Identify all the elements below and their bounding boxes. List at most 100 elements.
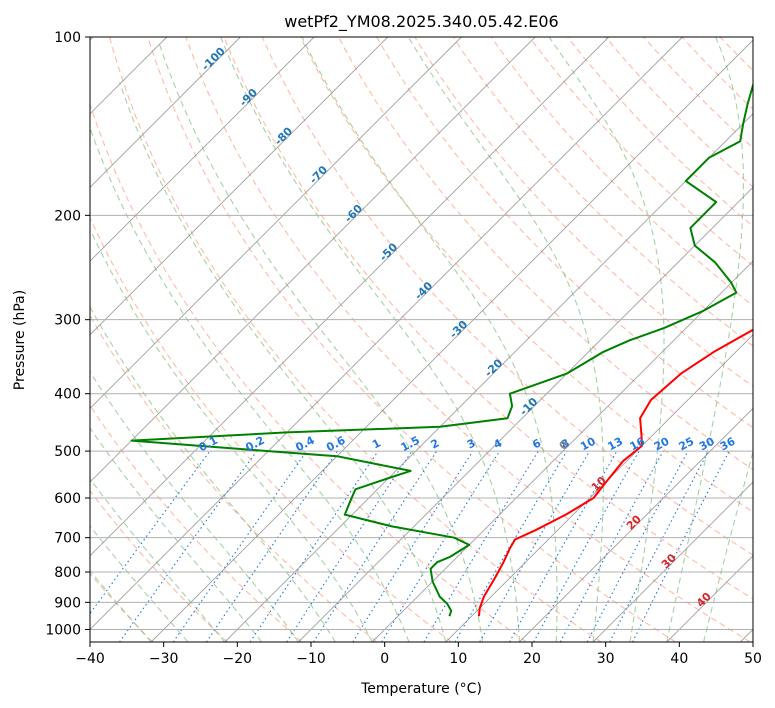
isotherm-line xyxy=(592,481,753,642)
mixing-ratio-line xyxy=(90,450,211,615)
mixing-ratio-label: 20 xyxy=(652,435,672,454)
dry-adiabat xyxy=(719,37,753,72)
mixing-ratio-label: 4 xyxy=(491,436,504,451)
isotherm-label: -30 xyxy=(447,318,470,341)
mixing-ratio-line xyxy=(479,450,591,642)
mixing-ratio-label: 13 xyxy=(605,435,625,454)
x-tick-label: 30 xyxy=(597,651,615,667)
dry-adiabat xyxy=(452,37,753,347)
moist-adiabat xyxy=(301,37,558,642)
mixing-ratio-line xyxy=(454,450,568,642)
mixing-ratio-line xyxy=(559,450,664,642)
y-tick-label: 1000 xyxy=(45,622,81,638)
dry-adiabat xyxy=(490,37,753,307)
dry-adiabat xyxy=(185,37,751,642)
isotherm-line xyxy=(224,113,753,642)
dry-adiabat xyxy=(414,37,753,388)
isotherm-line xyxy=(90,37,683,631)
isotherm-label: 40 xyxy=(694,590,714,610)
mixing-ratio-line xyxy=(381,450,500,642)
isotherm-label: 20 xyxy=(624,512,644,532)
isotherm-line xyxy=(666,555,753,642)
isotherm-line xyxy=(445,334,753,642)
dry-adiabat xyxy=(261,37,753,556)
isotherm-line xyxy=(150,39,753,642)
isotherm-label: 30 xyxy=(659,551,679,571)
mixing-ratio-line xyxy=(313,450,438,642)
isotherm-label: -20 xyxy=(482,356,505,379)
chart-title: wetPf2_YM08.2025.340.05.42.E06 xyxy=(284,12,558,32)
x-tick-label: −30 xyxy=(149,651,179,667)
x-tick-label: −20 xyxy=(223,651,253,667)
temperature-profile xyxy=(477,328,753,617)
dry-adiabat xyxy=(338,37,753,471)
isotherm-label: -50 xyxy=(377,240,400,263)
isotherm-label: -90 xyxy=(237,86,260,109)
dry-adiabat xyxy=(299,37,753,513)
moist-adiabat xyxy=(90,477,226,642)
mixing-ratio-line xyxy=(172,450,308,642)
isotherm-line xyxy=(90,37,315,262)
dry-adiabat xyxy=(90,216,452,642)
x-tick-label: 50 xyxy=(744,651,762,667)
x-tick-label: 40 xyxy=(670,651,688,667)
x-tick-label: −40 xyxy=(75,651,105,667)
isotherm-label: -60 xyxy=(342,202,365,225)
mixing-ratio-label: 1 xyxy=(370,436,383,451)
isotherm-line xyxy=(298,186,753,642)
y-tick-label: 200 xyxy=(54,208,81,224)
isotherm-line xyxy=(90,37,462,410)
dry-adiabat xyxy=(147,37,676,642)
dry-adiabat xyxy=(109,37,602,642)
dry-adiabat xyxy=(643,37,753,149)
dry-adiabat xyxy=(758,37,775,642)
mixing-ratio-label: 2 xyxy=(429,436,442,451)
dry-adiabat xyxy=(681,37,753,110)
isotherm-line xyxy=(90,37,241,189)
dewpoint-profile xyxy=(130,82,753,617)
mixing-ratio-line xyxy=(609,450,709,642)
y-tick-label: 700 xyxy=(54,531,81,547)
mixing-ratio-label: 10 xyxy=(578,435,598,454)
dry-adiabat xyxy=(528,37,753,267)
isotherm-label: 10 xyxy=(589,474,609,494)
x-tick-label: 0 xyxy=(380,651,389,667)
moist-adiabat xyxy=(548,37,665,642)
mixing-ratio-line xyxy=(352,450,474,642)
y-tick-label: 600 xyxy=(54,491,81,507)
isotherm-line xyxy=(740,628,753,642)
moist-adiabat xyxy=(220,37,520,642)
mixing-ratio-line xyxy=(632,450,730,642)
dry-adiabat xyxy=(90,404,303,642)
isotherm-label: -80 xyxy=(272,124,295,147)
x-tick-label: 20 xyxy=(523,651,541,667)
x-axis-label: Temperature (°C) xyxy=(360,681,482,697)
y-tick-label: 500 xyxy=(54,444,81,460)
y-tick-label: 400 xyxy=(54,387,81,403)
mixing-ratio-line xyxy=(205,450,338,642)
moist-adiabat xyxy=(90,524,189,642)
moist-adiabat xyxy=(158,41,484,642)
plot-frame xyxy=(89,36,754,643)
mixing-ratio-line xyxy=(533,450,640,642)
moist-adiabat xyxy=(703,449,753,642)
mixing-ratio-line xyxy=(119,450,258,642)
isotherm-label: -40 xyxy=(412,279,435,302)
mixing-ratio-label: 36 xyxy=(718,435,738,454)
isotherm-line xyxy=(519,407,753,642)
y-axis-label: Pressure (hPa) xyxy=(12,290,28,390)
mixing-ratio-label: 25 xyxy=(677,435,697,454)
dry-adiabat xyxy=(90,489,228,642)
isotherm-line xyxy=(90,37,610,557)
x-tick-label: 10 xyxy=(449,651,467,667)
dry-adiabat xyxy=(605,37,753,188)
isotherm-label: -70 xyxy=(307,163,330,186)
y-tick-label: 100 xyxy=(54,30,81,46)
moist-adiabat xyxy=(90,370,299,642)
isotherm-line xyxy=(90,37,536,483)
y-tick-label: 800 xyxy=(54,565,81,581)
isotherm-label: -100 xyxy=(199,44,228,73)
mixing-ratio-line xyxy=(423,450,539,642)
y-tick-label: 300 xyxy=(54,313,81,329)
